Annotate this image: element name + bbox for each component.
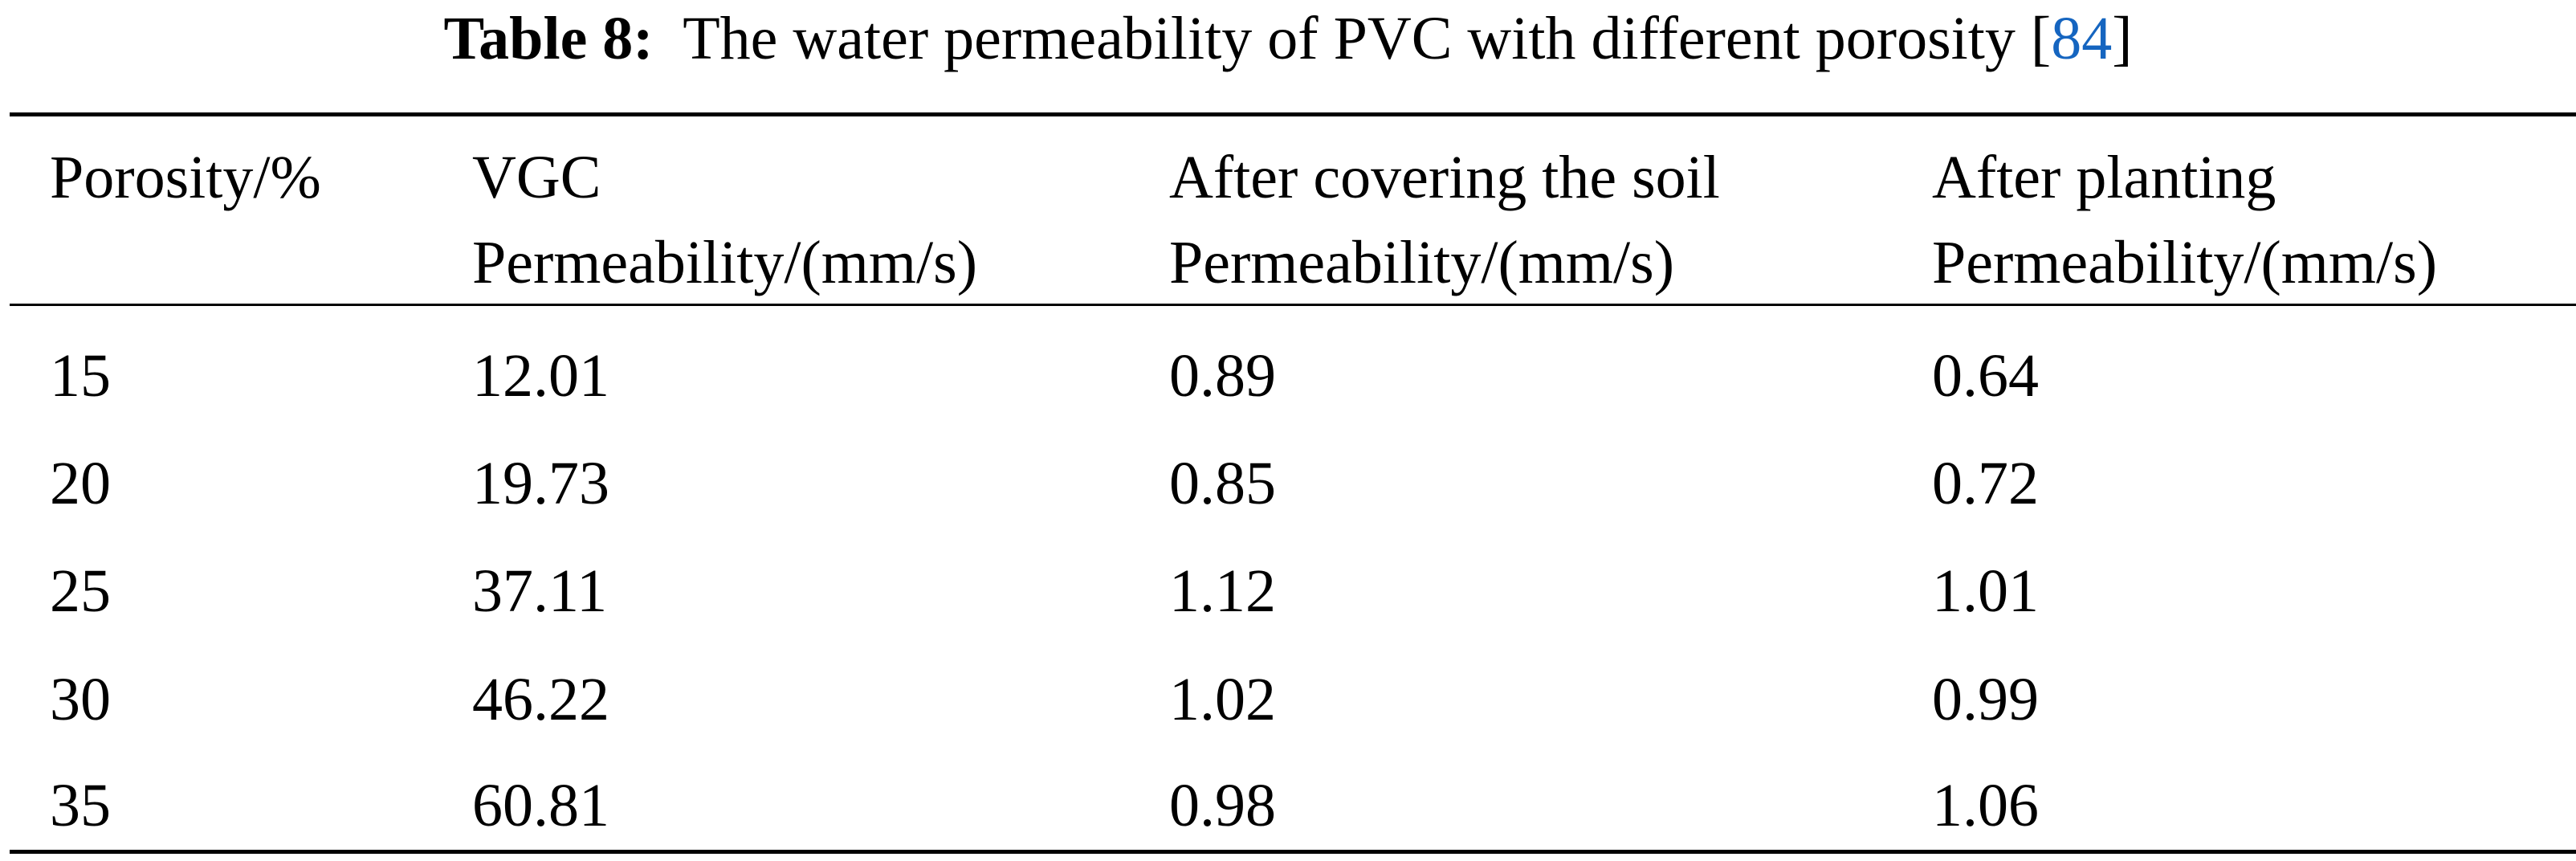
cell-vgc-permeability: 60.81 [472, 772, 609, 839]
caption-text: The water permeability of PVC with diffe… [683, 5, 2052, 72]
cell-vgc-permeability: 46.22 [472, 666, 609, 733]
cell-porosity: 35 [50, 772, 111, 839]
cell-after-planting: 0.64 [1932, 342, 2039, 410]
header-after-planting-line1: After planting [1932, 144, 2276, 211]
cell-after-covering: 1.02 [1169, 666, 1276, 733]
cell-after-covering: 1.12 [1169, 557, 1276, 625]
cell-porosity: 30 [50, 666, 111, 733]
header-vgc-line2: Permeability/(mm/s) [472, 229, 978, 296]
cell-porosity: 25 [50, 557, 111, 625]
caption-reference-link[interactable]: 84 [2051, 5, 2113, 72]
cell-after-planting: 1.06 [1932, 772, 2039, 839]
table-bottom-rule [10, 850, 2576, 854]
cell-after-planting: 0.72 [1932, 450, 2039, 517]
cell-porosity: 15 [50, 342, 111, 410]
cell-vgc-permeability: 37.11 [472, 557, 608, 625]
table-top-rule [10, 112, 2576, 116]
cell-vgc-permeability: 19.73 [472, 450, 609, 517]
header-after-covering-line2: Permeability/(mm/s) [1169, 229, 1675, 296]
cell-after-covering: 0.98 [1169, 772, 1276, 839]
table-header-rule [10, 304, 2576, 306]
cell-after-covering: 0.85 [1169, 450, 1276, 517]
cell-vgc-permeability: 12.01 [472, 342, 609, 410]
cell-after-covering: 0.89 [1169, 342, 1276, 410]
header-porosity: Porosity/% [50, 144, 321, 211]
caption-bracket-close: ] [2112, 5, 2133, 72]
cell-porosity: 20 [50, 450, 111, 517]
header-after-covering-line1: After covering the soil [1169, 144, 1720, 211]
header-after-planting-line2: Permeability/(mm/s) [1932, 229, 2438, 296]
header-vgc-line1: VGC [472, 144, 601, 211]
cell-after-planting: 0.99 [1932, 666, 2039, 733]
cell-after-planting: 1.01 [1932, 557, 2039, 625]
caption-label: Table 8: [443, 5, 654, 72]
table-caption: Table 8: The water permeability of PVC w… [0, 0, 2576, 88]
